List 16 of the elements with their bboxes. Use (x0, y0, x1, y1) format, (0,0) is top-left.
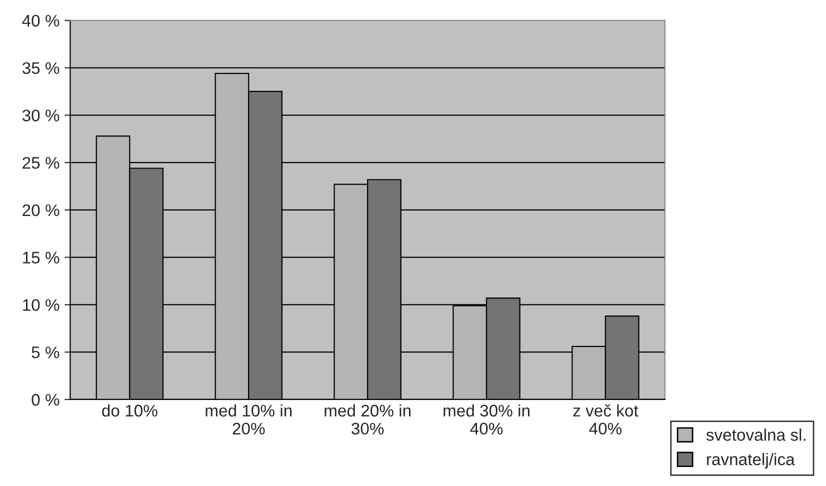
y-tick-label: 40 % (22, 14, 60, 27)
x-tick-label: med 30% in 40% (444, 404, 530, 435)
y-tick-label: 0 % (32, 394, 60, 406)
y-tick-label: 10 % (23, 299, 60, 311)
x-tick-label: z več kot 40% (573, 404, 638, 435)
legend-label: ravnatelj/ica (707, 453, 795, 469)
x-tick-label: do 10% (102, 404, 158, 417)
y-tick-label: 35 % (22, 62, 60, 74)
x-tick-label: med 10% in 20% (206, 404, 292, 435)
y-tick-label: 25 % (22, 156, 60, 169)
y-tick-label: 30 % (22, 110, 60, 122)
legend-label: svetovalna sl. (706, 428, 806, 441)
y-tick-label: 5 % (32, 346, 60, 358)
y-tick-label: 20 % (22, 204, 60, 216)
x-tick-label: med 20% in 30% (324, 404, 410, 435)
y-tick-label: 15 % (23, 252, 60, 264)
